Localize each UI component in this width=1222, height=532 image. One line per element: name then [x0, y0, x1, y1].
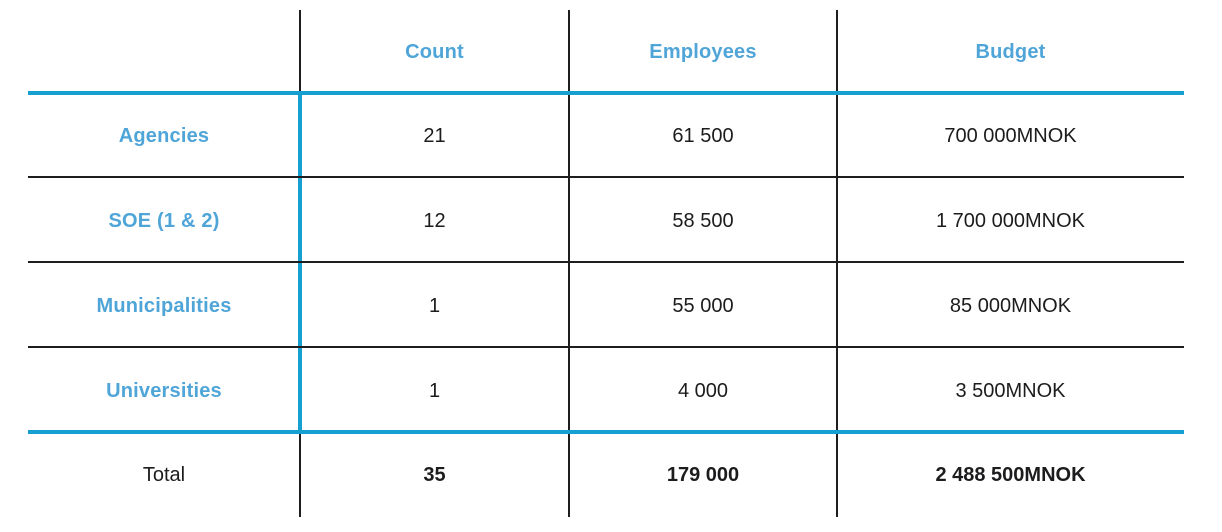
cell-agencies-count: 21 [423, 124, 446, 147]
cell-soe-budget: 1 700 000MNOK [936, 209, 1085, 232]
cell-soe-count: 12 [423, 209, 446, 232]
cell-universities-budget: 3 500MNOK [955, 379, 1066, 402]
corner-cell [28, 10, 300, 93]
row-label-total: Total [142, 464, 186, 486]
row-label-universities: Universities [106, 379, 222, 402]
column-header-count: Count [405, 40, 464, 63]
row-separator-1 [28, 176, 1184, 178]
row-label-agencies: Agencies [118, 124, 210, 147]
cell-total-count: 35 [423, 464, 446, 486]
header-rule [28, 91, 1184, 95]
cell-soe-employees: 58 500 [672, 209, 734, 232]
column-divider-2 [568, 10, 570, 517]
table-grid: Count Employees Budget Agencies 21 61 50… [28, 10, 1184, 517]
cell-universities-employees: 4 000 [677, 379, 729, 402]
cell-municipalities-employees: 55 000 [672, 294, 734, 317]
row-separator-3 [28, 346, 1184, 348]
row-label-soe: SOE (1 & 2) [108, 209, 220, 232]
cell-municipalities-count: 1 [428, 294, 441, 317]
cell-municipalities-budget: 85 000MNOK [949, 294, 1072, 317]
cell-universities-count: 1 [428, 379, 441, 402]
column-divider-3 [836, 10, 838, 517]
row-label-municipalities: Municipalities [96, 294, 232, 317]
cell-agencies-employees: 61 500 [672, 124, 734, 147]
column-header-budget: Budget [975, 40, 1046, 63]
cell-total-employees: 179 000 [666, 464, 740, 486]
row-separator-2 [28, 261, 1184, 263]
column-header-employees: Employees [649, 40, 757, 63]
cell-agencies-budget: 700 000MNOK [944, 124, 1077, 147]
cell-total-budget: 2 488 500MNOK [935, 464, 1086, 486]
total-rule [28, 430, 1184, 434]
